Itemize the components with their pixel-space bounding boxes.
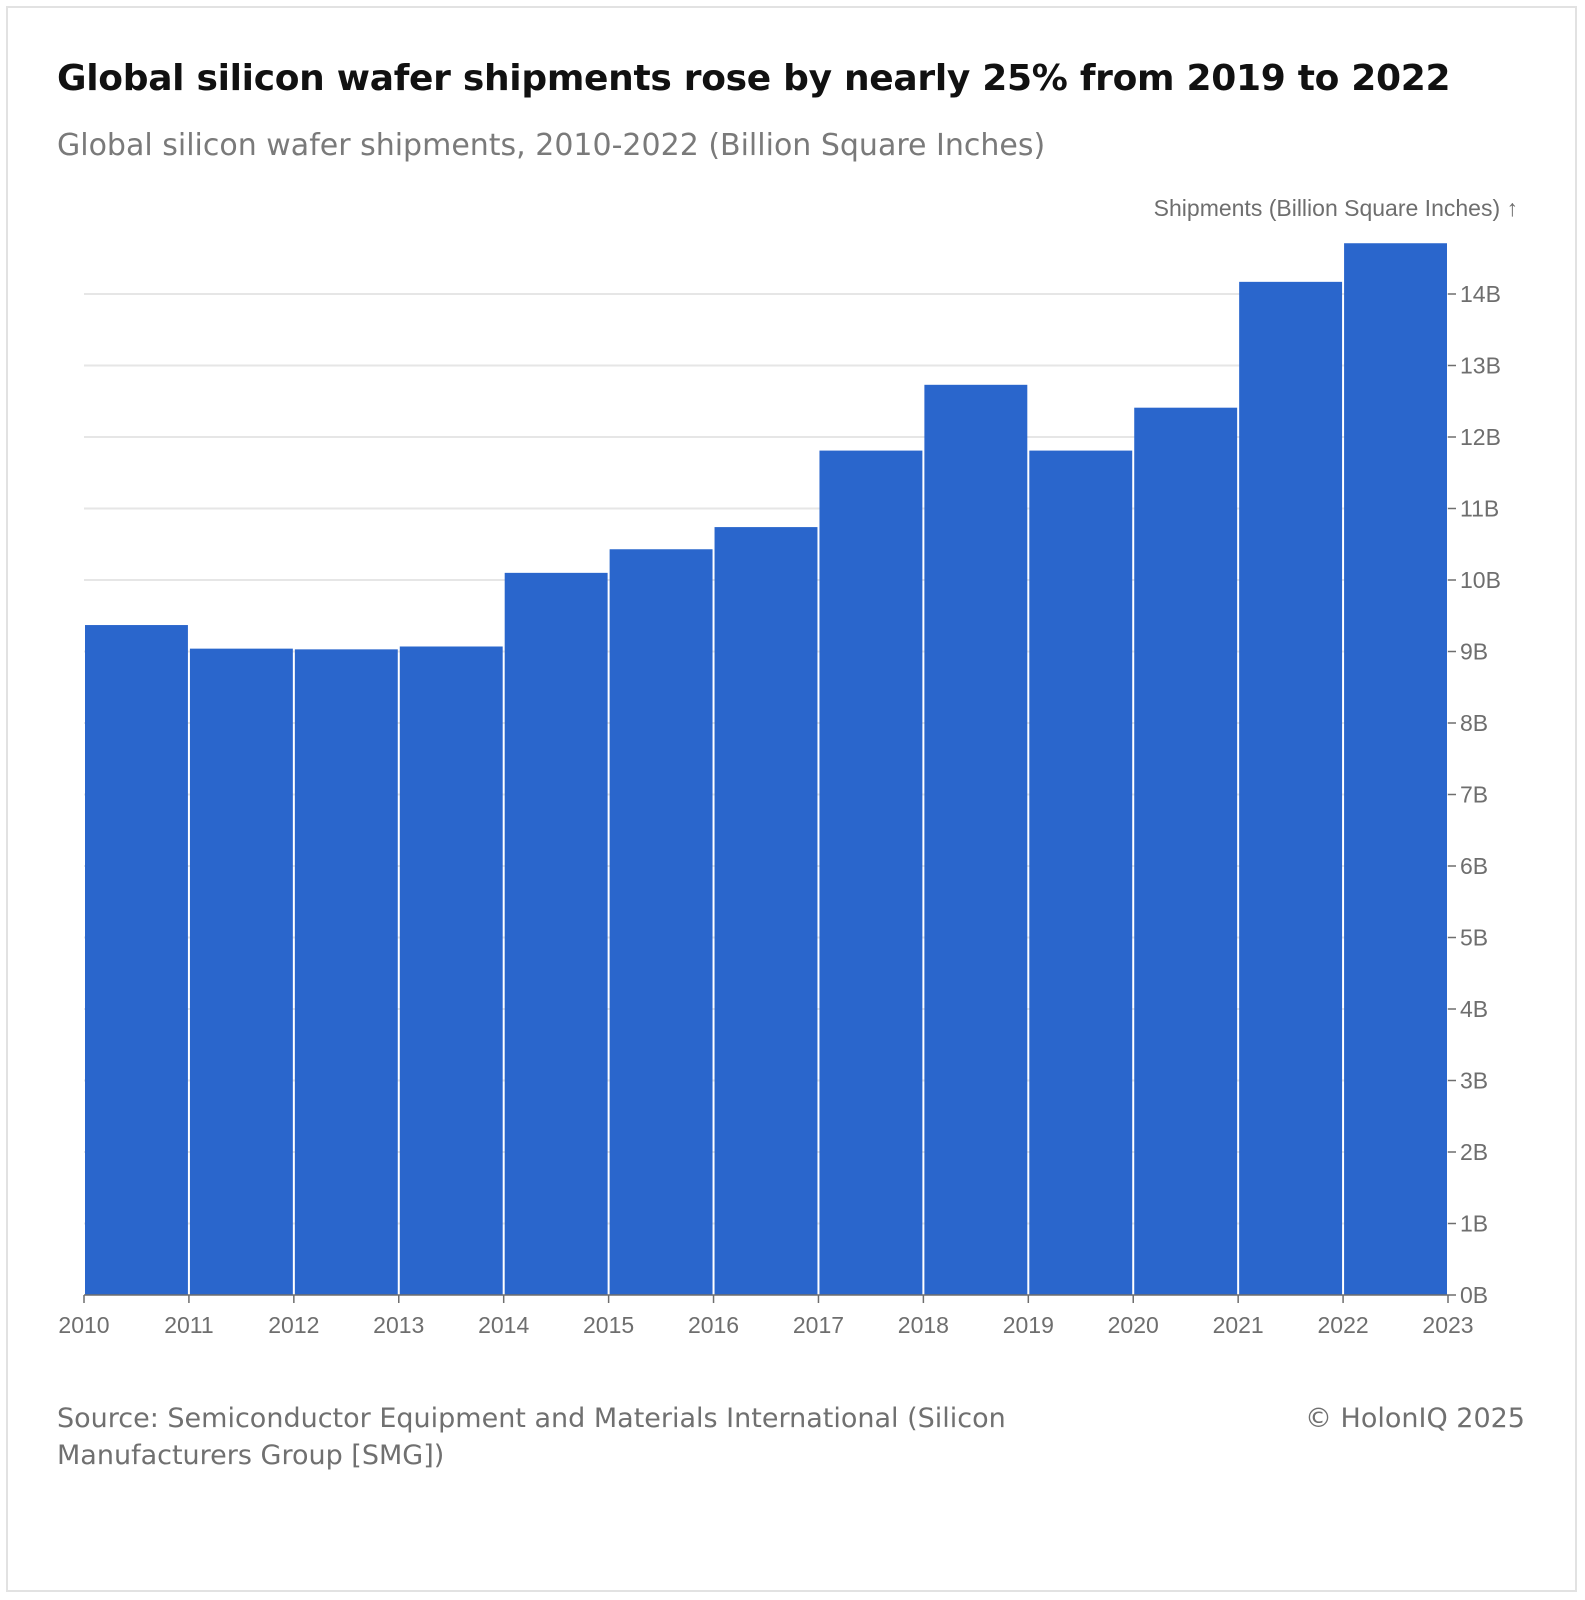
y-tick-label: 9B [1460, 639, 1488, 665]
bar [189, 648, 293, 1295]
y-tick-label: 3B [1460, 1068, 1488, 1094]
x-tick-label: 2015 [583, 1312, 634, 1338]
copyright-note: © HolonIQ 2025 [1304, 1403, 1525, 1434]
bars [85, 243, 1447, 1296]
y-tick-label: 14B [1460, 281, 1501, 307]
y-tick-label: 6B [1460, 853, 1488, 879]
x-tick-label: 2014 [478, 1312, 529, 1338]
y-tick-label: 11B [1460, 496, 1499, 522]
x-tick-label: 2018 [898, 1312, 949, 1338]
bar [504, 572, 608, 1295]
y-tick-label: 4B [1460, 996, 1488, 1022]
y-tick-label: 12B [1460, 424, 1501, 450]
y-tick-label: 8B [1460, 710, 1488, 736]
y-tick-label: 10B [1460, 567, 1501, 593]
x-tick-label: 2011 [164, 1312, 213, 1338]
x-tick-label: 2010 [58, 1312, 109, 1338]
x-axis: 2010 2011 2012 2013 2014 2015 2016 2017 2018 2019… [58, 1294, 1474, 1338]
bar [819, 450, 923, 1296]
chart-title: Global silicon wafer shipments rose by n… [57, 58, 1451, 99]
bar [1239, 281, 1343, 1296]
y-axis-title: Shipments (Billion Square Inches) ↑ [1154, 195, 1518, 221]
bar [714, 527, 818, 1295]
y-tick-label: 0B [1460, 1282, 1488, 1308]
bar [294, 649, 398, 1295]
y-axis: 0B 1B 2B 3B 4B 5B 6B 7B 8B 9B 10B 11B 12B 13B 14B [1448, 281, 1501, 1308]
y-tick-label: 2B [1460, 1139, 1488, 1165]
x-tick-label: 2016 [688, 1312, 739, 1338]
x-tick-label: 2013 [373, 1312, 424, 1338]
bar [1029, 450, 1133, 1296]
bar [1134, 407, 1238, 1295]
bar [85, 625, 188, 1295]
y-tick-label: 1B [1460, 1211, 1488, 1237]
x-tick-label: 2021 [1213, 1312, 1264, 1338]
y-tick-label: 13B [1460, 353, 1501, 379]
x-tick-label: 2017 [793, 1312, 844, 1338]
bar [399, 646, 503, 1295]
bar [609, 549, 713, 1295]
x-tick-label: 2012 [268, 1312, 319, 1338]
x-tick-label: 2022 [1317, 1312, 1368, 1338]
y-tick-label: 5B [1460, 925, 1488, 951]
y-tick-label: 7B [1460, 782, 1488, 808]
source-note: Source: Semiconductor Equipment and Mate… [57, 1403, 1006, 1471]
x-tick-label: 2020 [1108, 1312, 1159, 1338]
x-tick-label: 2023 [1422, 1312, 1473, 1338]
chart-subtitle: Global silicon wafer shipments, 2010-202… [57, 128, 1046, 163]
bar [1344, 243, 1447, 1296]
x-tick-label: 2019 [1003, 1312, 1054, 1338]
bar [924, 384, 1028, 1295]
